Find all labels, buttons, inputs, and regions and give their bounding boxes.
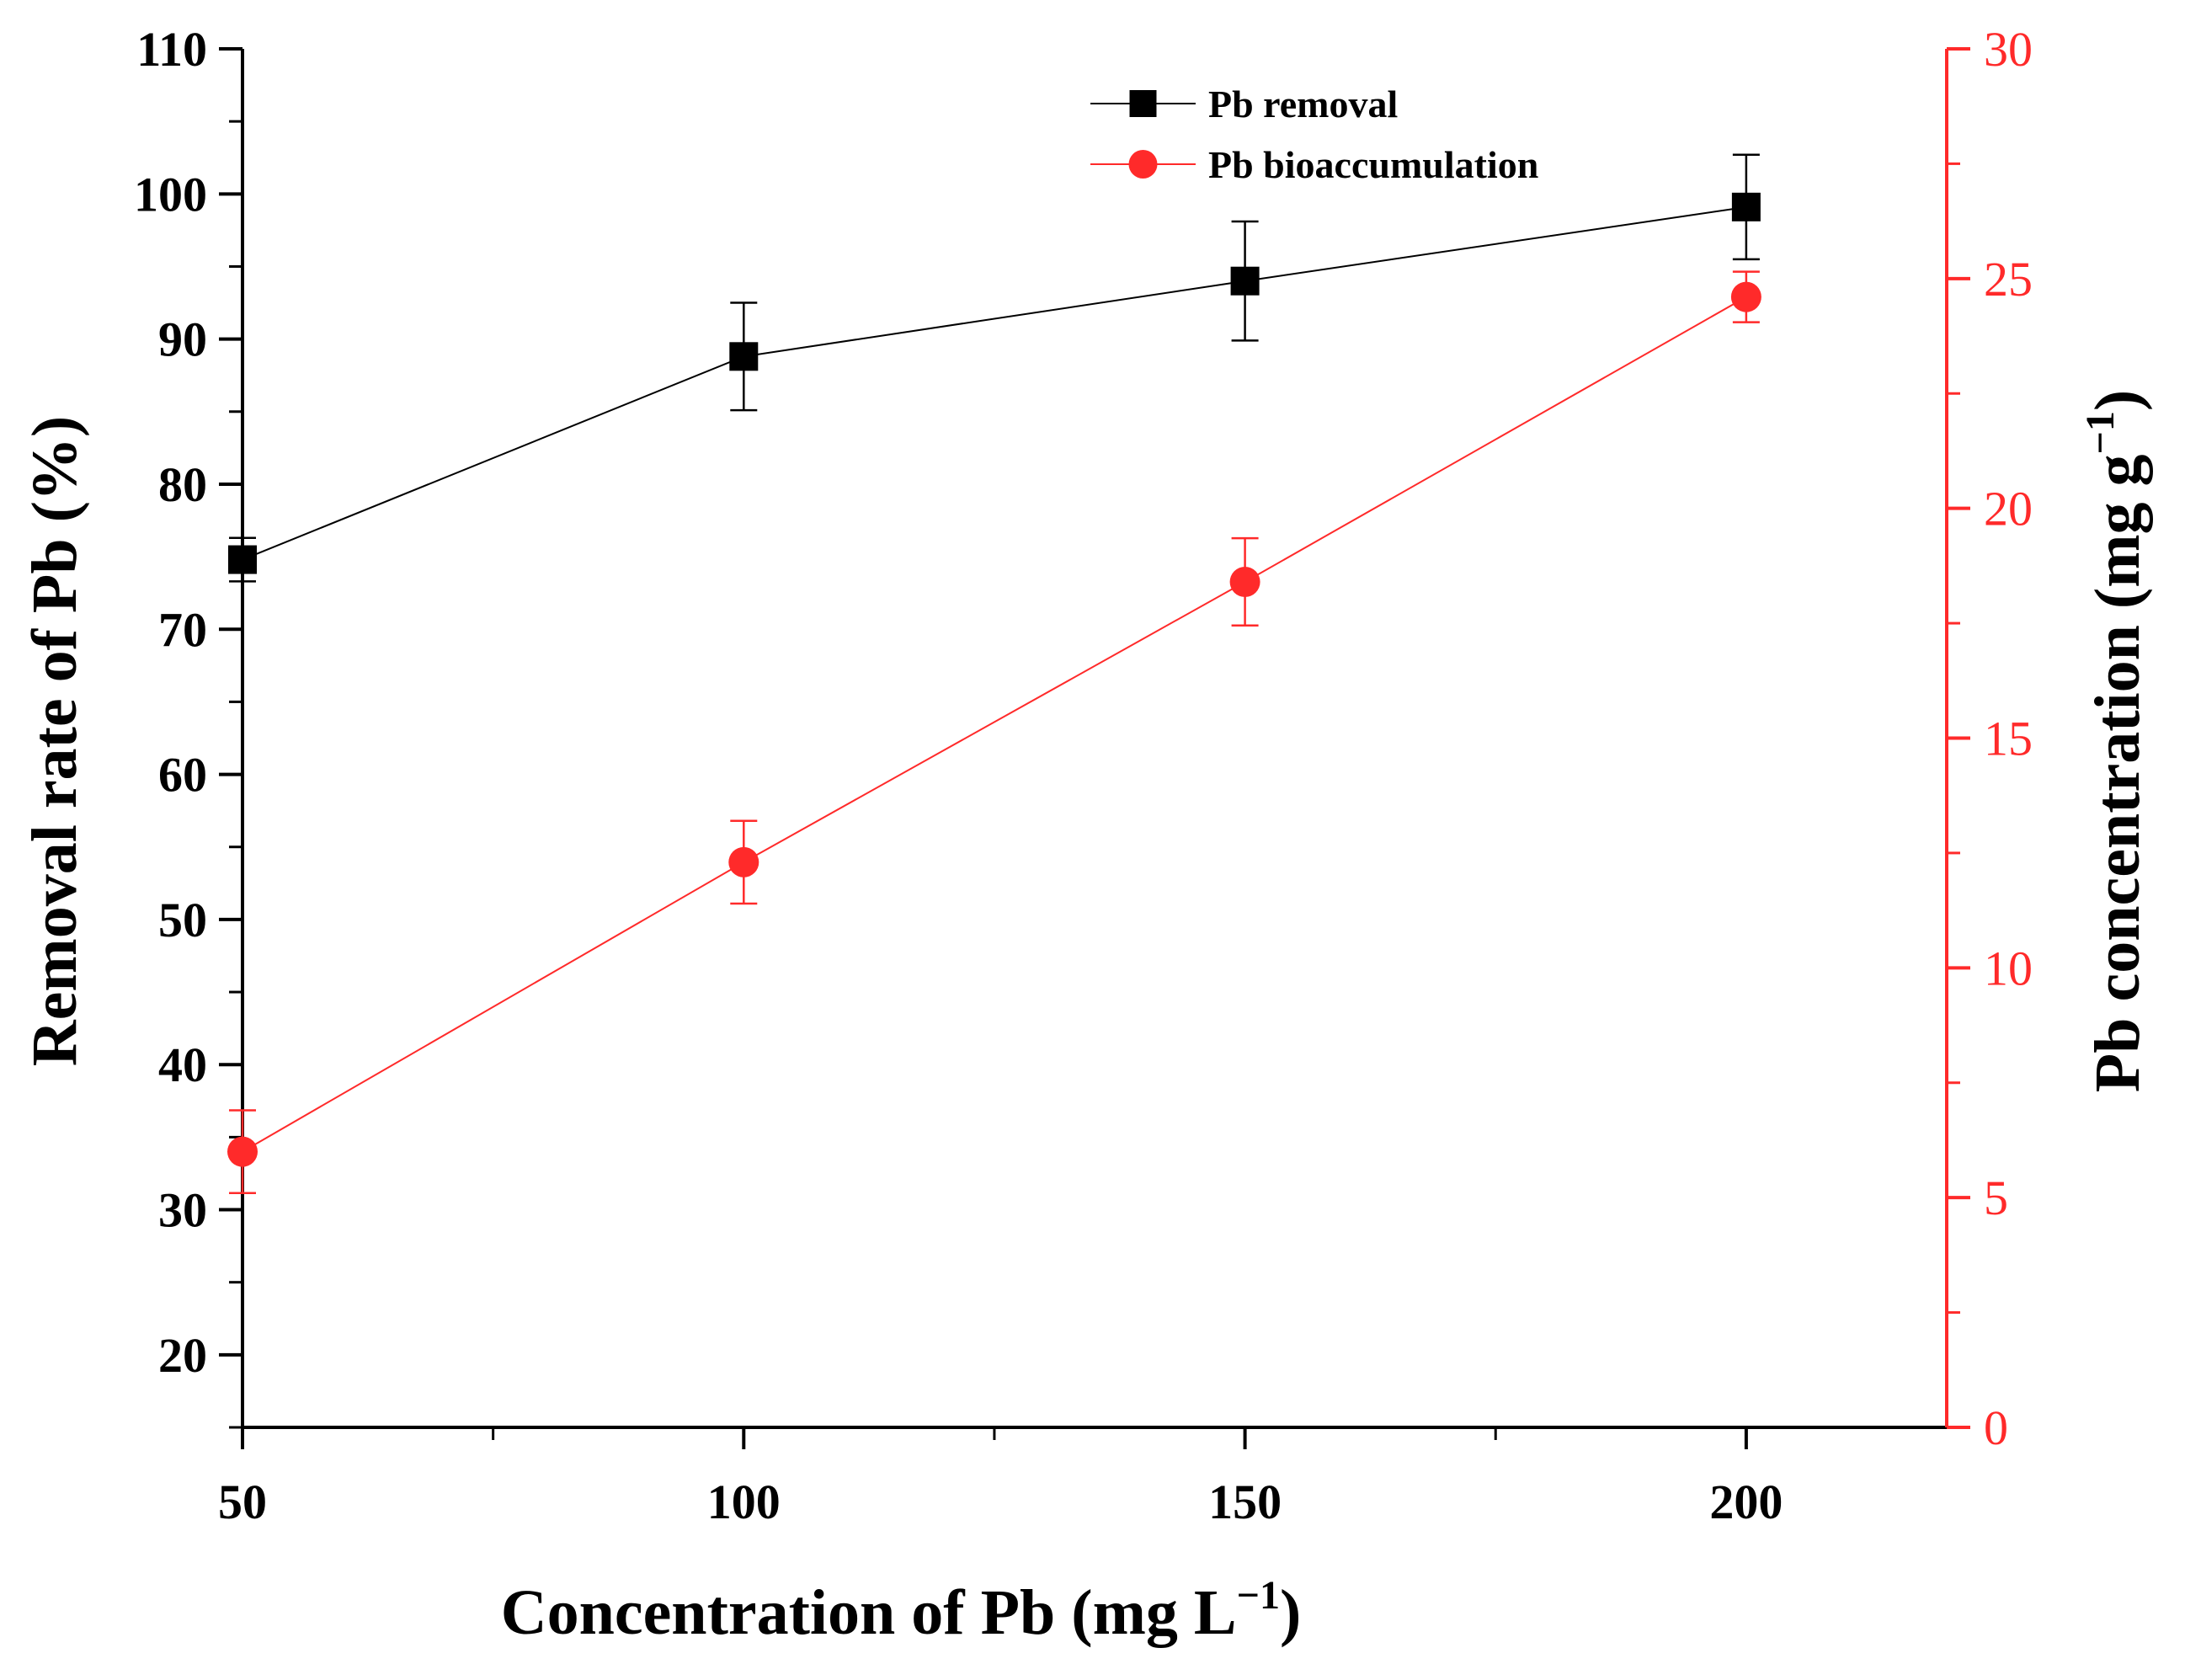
- data-point-square: [1230, 266, 1260, 296]
- y-left-tick-label: 70: [158, 602, 207, 657]
- data-point-square: [729, 342, 759, 371]
- y-right-tick-label: 5: [1984, 1171, 2008, 1225]
- y-left-tick-label: 20: [158, 1328, 207, 1383]
- data-point-circle: [1229, 566, 1260, 597]
- y-left-tick-label: 90: [158, 312, 207, 367]
- data-point-square: [228, 545, 257, 574]
- legend-square-marker: [1129, 90, 1157, 117]
- x-tick-label: 100: [707, 1475, 781, 1529]
- y-left-tick-label: 100: [134, 167, 207, 221]
- y-left-tick-label: 40: [158, 1037, 207, 1092]
- series-layer: [227, 153, 1761, 1194]
- x-tick-label: 200: [1709, 1475, 1783, 1529]
- legend-label: Pb bioaccumulation: [1208, 143, 1538, 186]
- axes-layer: 20 30 40 50 60 70 80 90 100 110 0 5 10 15 20 25 30 50 100 1…: [134, 22, 2033, 1529]
- y-left-tick-label: 110: [136, 22, 207, 77]
- y-right-axis-title-main: Pb concentration (mg g: [2082, 454, 2153, 1092]
- data-point-circle: [1730, 281, 1761, 312]
- series-line: [242, 205, 1747, 561]
- series-line: [242, 296, 1747, 1153]
- y-right-tick-label: 20: [1984, 482, 2033, 536]
- x-axis-title-sup: −1: [1237, 1573, 1280, 1618]
- y-right-tick-label: 10: [1984, 941, 2033, 995]
- x-axis-title: Concentration of Pb (mg L−1): [501, 1573, 1302, 1648]
- y-left-tick-label: 60: [158, 748, 207, 803]
- y-right-axis-title-sup: −1: [2078, 411, 2123, 454]
- legend-label: Pb removal: [1208, 83, 1398, 125]
- x-axis-title-close: ): [1280, 1577, 1301, 1648]
- y-left-tick-label: 30: [158, 1183, 207, 1238]
- y-right-tick-label: 30: [1984, 22, 2033, 77]
- y-right-tick-label: 25: [1984, 252, 2033, 307]
- series-pb-removal: [228, 153, 1761, 583]
- y-left-tick-label: 80: [158, 457, 207, 512]
- x-tick-label: 50: [218, 1475, 267, 1529]
- y-right-tick-label: 15: [1984, 712, 2033, 766]
- x-axis-title-main: Concentration of Pb (mg L: [501, 1577, 1237, 1648]
- y-right-tick-label: 0: [1984, 1400, 2008, 1455]
- legend-circle-marker: [1128, 150, 1158, 179]
- series-pb-bioaccumulation: [227, 270, 1761, 1194]
- data-point-circle: [728, 846, 759, 877]
- data-point-square: [1731, 192, 1761, 221]
- data-point-circle: [227, 1136, 258, 1167]
- y-left-tick-label: 50: [158, 893, 207, 947]
- y-right-axis-title-close: ): [2082, 390, 2153, 411]
- y-right-axis-title: Pb concentration (mg g−1): [2078, 390, 2153, 1092]
- y-left-axis-title: Removal rate of Pb (%): [19, 416, 90, 1066]
- axis-titles: Concentration of Pb (mg L−1) Removal rat…: [19, 390, 2153, 1648]
- legend: Pb removal Pb bioaccumulation: [1090, 83, 1538, 186]
- x-tick-label: 150: [1208, 1475, 1282, 1529]
